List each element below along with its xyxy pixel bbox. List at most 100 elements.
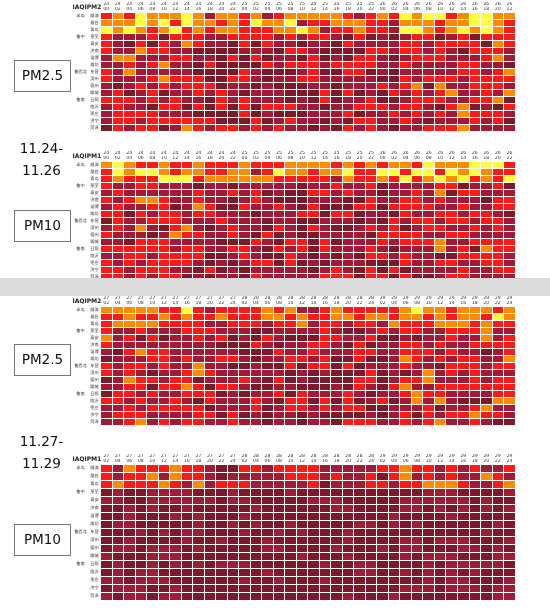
- time-header-cell: 26: [492, 2, 504, 7]
- heat-cell: [480, 161, 493, 169]
- heat-cell: [399, 168, 412, 176]
- heat-cell: [284, 110, 297, 118]
- heat-cell: [410, 376, 424, 384]
- heat-cell: [503, 96, 516, 104]
- heat-cell: [146, 528, 159, 537]
- city-label: 枣庄: [88, 110, 101, 118]
- heat-cell: [480, 390, 493, 398]
- time-header-cell: 25: [296, 2, 308, 7]
- time-header-cell: 27: [100, 296, 113, 301]
- time-header-cell: 25: [273, 2, 285, 7]
- heat-cell: [249, 341, 263, 349]
- heat-cell: [445, 404, 458, 412]
- time-header-cell: 28: [261, 296, 274, 301]
- heat-cell: [134, 472, 148, 481]
- heat-cell: [261, 362, 274, 370]
- heat-cell: [353, 117, 366, 125]
- time-header-cell: 16: [457, 301, 469, 307]
- heat-cell: [284, 259, 297, 267]
- heat-cell: [330, 528, 343, 537]
- heat-cell: [169, 306, 182, 314]
- heat-cell: [284, 19, 297, 27]
- heat-cell: [111, 96, 125, 104]
- time-header-cell: 18: [469, 301, 481, 307]
- heat-cell: [134, 252, 148, 260]
- heat-cell: [226, 327, 240, 335]
- heat-cell: [111, 560, 125, 569]
- heat-cell: [180, 89, 194, 97]
- heat-cell: [410, 189, 424, 197]
- heat-cell: [341, 54, 355, 62]
- heat-cell: [433, 560, 447, 569]
- heat-cell: [468, 327, 481, 335]
- pm10-label-2: PM10: [14, 524, 71, 556]
- time-header-cell: 28: [238, 296, 251, 301]
- city-label: 日照: [88, 245, 101, 253]
- region-label: [72, 117, 89, 125]
- heat-cell: [157, 584, 171, 593]
- time-header-cell: 06: [135, 7, 147, 13]
- time-header-cell: 16: [181, 459, 193, 465]
- heat-cell: [503, 266, 516, 274]
- city-label: 烟台: [88, 19, 101, 27]
- heat-cell: [445, 576, 458, 585]
- time-header-cell: 16: [181, 301, 193, 307]
- table-row: 临沂: [72, 568, 516, 577]
- heat-cell: [341, 528, 355, 537]
- heat-cell: [399, 103, 412, 111]
- heat-cell: [284, 217, 297, 225]
- heat-cell: [445, 320, 458, 328]
- city-label: 德州: [88, 231, 101, 239]
- heat-cell: [410, 584, 424, 593]
- heat-cell: [468, 189, 481, 197]
- heat-cell: [376, 512, 389, 521]
- heat-cell: [503, 161, 516, 169]
- heat-cell: [146, 19, 159, 27]
- heat-cell: [180, 47, 194, 55]
- heat-cell: [387, 348, 401, 356]
- heat-cell: [422, 110, 435, 118]
- heat-cell: [157, 175, 171, 183]
- heat-cell: [399, 411, 412, 419]
- time-header-cell: 26: [445, 2, 458, 7]
- heat-cell: [215, 117, 228, 125]
- heat-cell: [341, 26, 355, 34]
- heat-cell: [433, 252, 447, 260]
- heat-cell: [457, 40, 470, 48]
- heat-cell: [100, 376, 113, 384]
- heat-cell: [376, 61, 389, 69]
- heat-cell: [307, 544, 320, 553]
- heat-cell: [146, 536, 159, 545]
- heat-cell: [169, 175, 182, 183]
- heat-cell: [272, 528, 286, 537]
- heat-cell: [387, 411, 401, 419]
- heat-cell: [272, 26, 286, 34]
- heat-cell: [111, 266, 125, 274]
- heat-cell: [318, 47, 332, 55]
- heat-cell: [364, 245, 378, 253]
- region-label: [72, 348, 89, 356]
- table-row: 鲁中 莱芜: [72, 488, 516, 497]
- city-label: 聊城: [88, 383, 101, 391]
- heat-cell: [399, 536, 412, 545]
- heat-cell: [399, 40, 412, 48]
- table-row: 济宁: [72, 411, 516, 419]
- heat-cell: [491, 26, 505, 34]
- heat-cell: [295, 12, 309, 20]
- heat-cell: [468, 61, 481, 69]
- heat-cell: [353, 266, 366, 274]
- heat-cell: [192, 327, 205, 335]
- heat-cell: [410, 306, 424, 314]
- heat-cell: [238, 404, 251, 412]
- heat-cell: [503, 411, 516, 419]
- heat-cell: [399, 313, 412, 321]
- heat-cell: [111, 231, 125, 239]
- heat-cell: [387, 103, 401, 111]
- time-header-cell: 20: [353, 156, 366, 162]
- heat-cell: [272, 40, 286, 48]
- heat-cell: [146, 203, 159, 211]
- heat-cell: [364, 390, 378, 398]
- heat-cell: [445, 238, 458, 246]
- heat-cell: [353, 411, 366, 419]
- heat-cell: [399, 390, 412, 398]
